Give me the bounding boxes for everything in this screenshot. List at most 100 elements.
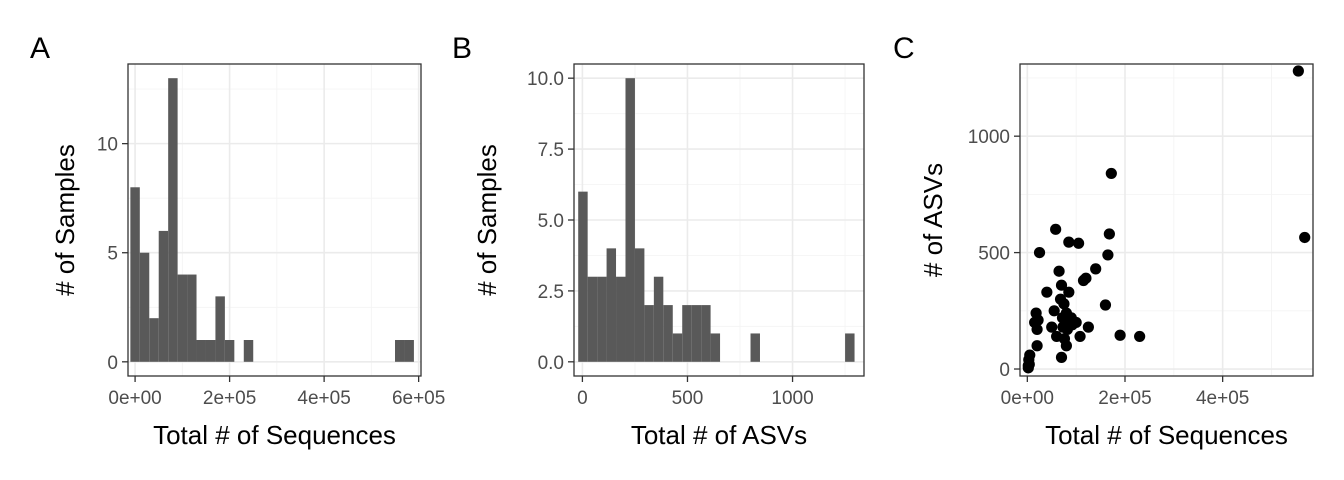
histogram-bar — [597, 276, 607, 362]
scatter-point — [1073, 237, 1085, 249]
histogram-bar — [845, 333, 855, 362]
scatter-point — [1082, 321, 1094, 333]
scatter-point — [1055, 279, 1068, 291]
scatter-point — [1024, 349, 1036, 361]
histogram-bar — [187, 274, 197, 362]
scatter-point — [1055, 351, 1068, 363]
points — [1022, 65, 1311, 374]
histogram-bar — [196, 340, 206, 362]
x-tick-label: 1000 — [771, 388, 813, 409]
scatter-point — [1099, 299, 1112, 311]
histogram-bar — [634, 248, 645, 362]
y-tick-label: 1000 — [968, 127, 1010, 148]
scatter-point — [1134, 330, 1146, 343]
scatter-point — [1050, 223, 1062, 235]
histogram-bar — [710, 333, 721, 362]
y-tick-label: 10 — [97, 135, 118, 156]
scatter-point — [1292, 65, 1304, 77]
histogram-bar — [177, 274, 188, 362]
histogram-bar — [404, 340, 414, 362]
bars — [578, 78, 855, 362]
scatter-point — [1033, 246, 1046, 259]
y-tick-label: 2.5 — [538, 282, 564, 303]
x-tick-label: 0e+00 — [1001, 388, 1054, 409]
scatter-point — [1299, 231, 1311, 244]
y-tick-label: 7.5 — [538, 140, 564, 161]
scatter-point — [1070, 316, 1082, 329]
histogram-bar — [750, 333, 760, 362]
scatter-point — [1103, 228, 1115, 240]
x-tick-label: 4e+05 — [1196, 388, 1249, 409]
scatter-point — [1063, 286, 1075, 298]
x-tick-label: 2e+05 — [1098, 388, 1151, 409]
histogram-bar — [587, 276, 598, 362]
scatter-point — [1053, 265, 1065, 277]
histogram-bar — [606, 248, 617, 362]
x-tick-label: 4e+05 — [297, 388, 350, 409]
scatter-point — [1074, 330, 1086, 343]
histogram-bar — [205, 340, 216, 362]
scatter-point — [1048, 305, 1060, 317]
y-tick-label: 0 — [999, 360, 1010, 381]
histogram-bar — [653, 276, 664, 362]
y-tick-label: 0.0 — [538, 353, 564, 374]
scatter-point — [1060, 340, 1072, 352]
y-tick-label: 0 — [107, 353, 118, 374]
x-tick-label: 6e+05 — [392, 388, 445, 409]
y-axis-title: # of Samples — [50, 144, 80, 296]
scatter-point — [1105, 167, 1117, 180]
panel-letter: A — [30, 32, 50, 65]
panel-letter: C — [893, 32, 915, 65]
scatter-point — [1031, 340, 1043, 352]
plot-frame — [1019, 63, 1314, 377]
histogram-bar — [663, 305, 673, 362]
histogram-bar — [149, 318, 159, 362]
panel-c: 0e+00 2e+05 4e+05 0 500 1000 Total # of Sequen… — [893, 32, 1314, 450]
scatter-point — [1031, 323, 1043, 336]
scatter-point — [1090, 263, 1102, 275]
histogram-bar — [691, 305, 702, 362]
scatter-point — [1041, 286, 1053, 298]
y-tick-label: 500 — [978, 244, 1010, 265]
histogram-bar — [672, 333, 683, 362]
histogram-bar — [168, 78, 178, 362]
y-tick-label: 10.0 — [527, 69, 564, 90]
panel-letter: B — [452, 32, 472, 65]
scatter-point — [1114, 329, 1126, 341]
plot-frame — [127, 63, 422, 377]
y-axis-title: # of ASVs — [918, 163, 948, 277]
histogram-bar — [139, 252, 150, 362]
histogram-bar — [644, 305, 654, 362]
histogram-bar — [130, 187, 140, 362]
scatter-point — [1032, 314, 1044, 326]
x-axis-title: Total # of ASVs — [631, 420, 807, 450]
y-tick-label: 5.0 — [538, 211, 564, 232]
scatter-point — [1063, 236, 1075, 248]
y-axis-title: # of Samples — [472, 144, 502, 296]
panel-a: 0e+00 2e+05 4e+05 6e+05 0 5 10 Total # of Seque… — [30, 32, 445, 450]
scatter-point — [1046, 321, 1058, 333]
histogram-bar — [701, 305, 711, 362]
histogram-bar — [616, 276, 626, 362]
histogram-bar — [224, 340, 235, 362]
x-tick-label: 0 — [577, 388, 588, 409]
histogram-bar — [243, 340, 254, 362]
scatter-point — [1058, 298, 1070, 310]
x-tick-label: 0e+00 — [108, 388, 161, 409]
scatter-point — [1022, 359, 1034, 372]
scatter-point — [1102, 249, 1114, 261]
panel-b: 0 500 1000 0.0 2.5 5.0 7.5 10.0 Total # of ASVs #… — [452, 32, 865, 450]
x-tick-label: 2e+05 — [203, 388, 256, 409]
histogram-bar — [682, 305, 692, 362]
x-axis-title: Total # of Sequences — [1045, 420, 1288, 450]
histogram-bar — [578, 191, 588, 362]
x-axis-title: Total # of Sequences — [153, 420, 396, 450]
histogram-bar — [158, 230, 169, 362]
histogram-bar — [625, 78, 635, 362]
histogram-bar — [215, 296, 225, 362]
bars — [130, 78, 414, 362]
scatter-point — [1080, 272, 1092, 284]
x-tick-label: 500 — [672, 388, 704, 409]
y-tick-label: 5 — [107, 244, 118, 265]
